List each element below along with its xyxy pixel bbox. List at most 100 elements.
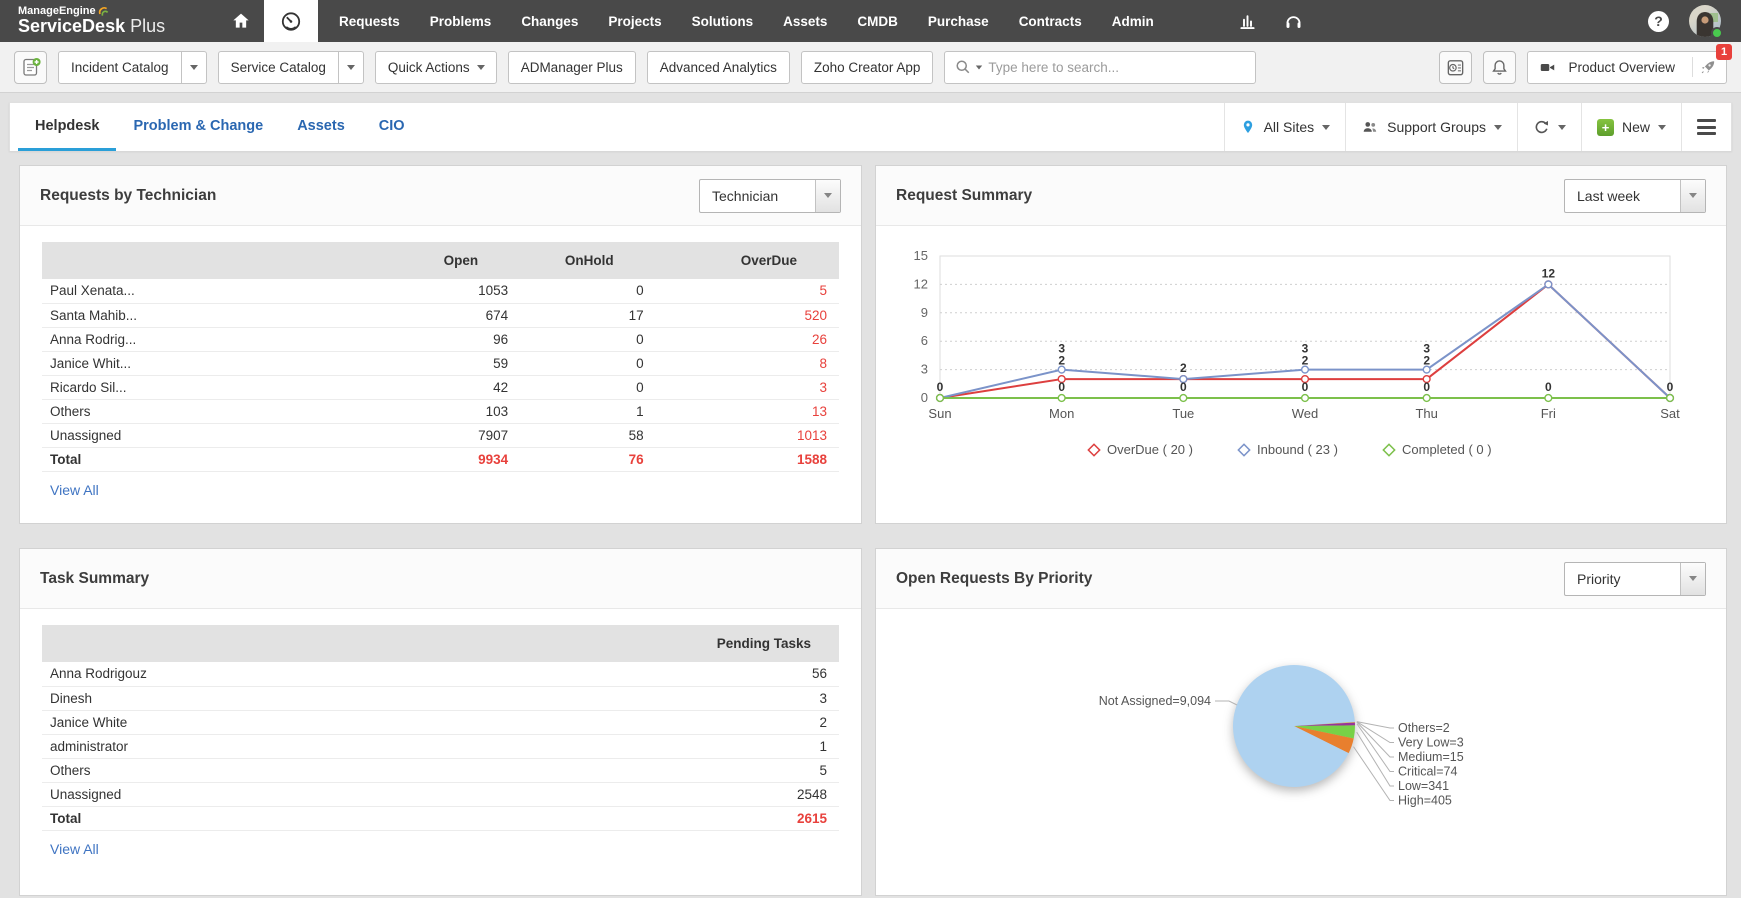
- people-group-icon: [1363, 122, 1377, 132]
- dashboard-menu-button[interactable]: [1681, 103, 1731, 151]
- nav-item-projects[interactable]: Projects: [608, 13, 662, 29]
- chevron-down-icon: [476, 64, 485, 70]
- all-sites-dropdown[interactable]: All Sites: [1223, 103, 1346, 151]
- requests-by-technician-table: Open OnHold OverDue Paul Xenata... 1053 0 5…: [42, 242, 839, 472]
- svg-text:3: 3: [1302, 342, 1309, 356]
- quick-actions-dropdown[interactable]: Quick Actions: [374, 50, 497, 84]
- pending-count: 1: [615, 734, 839, 759]
- search-scope-caret-icon[interactable]: [976, 65, 983, 69]
- svg-text:2: 2: [1423, 354, 1430, 368]
- nav-item-changes[interactable]: Changes: [521, 13, 579, 29]
- service-catalog-dropdown[interactable]: Service Catalog: [217, 50, 364, 84]
- overdue-count: 8: [655, 351, 839, 376]
- chevron-down-icon: [1689, 193, 1697, 198]
- nav-item-problems[interactable]: Problems: [429, 13, 492, 29]
- new-dropdown[interactable]: + New: [1580, 103, 1681, 151]
- technician-row: Ricardo Sil... 42 0 3: [42, 375, 839, 400]
- view-all-link[interactable]: View All: [50, 481, 99, 498]
- select-caret[interactable]: [815, 179, 840, 212]
- reports-nav-button[interactable]: [1225, 0, 1271, 42]
- priority-filter-select[interactable]: Priority: [1564, 561, 1706, 596]
- notifications-button[interactable]: [1483, 50, 1517, 84]
- nav-item-purchase[interactable]: Purchase: [927, 13, 989, 29]
- panel-title: Requests by Technician: [40, 186, 217, 204]
- nav-item-requests[interactable]: Requests: [339, 13, 400, 29]
- advanced-analytics-button[interactable]: Advanced Analytics: [646, 50, 790, 84]
- owner-name: administrator: [42, 734, 616, 759]
- dashboard-nav-button[interactable]: [264, 0, 318, 42]
- chevron-down-icon: [1689, 576, 1697, 581]
- refresh-icon: [1535, 120, 1548, 133]
- panel-header: Request Summary Last week: [876, 166, 1726, 226]
- help-button[interactable]: ?: [1648, 10, 1669, 32]
- open-total: 9934: [368, 447, 521, 472]
- add-request-button[interactable]: [14, 50, 47, 84]
- selected-filter-value: Technician: [712, 187, 779, 204]
- brand-product: ServiceDesk: [18, 16, 126, 36]
- search-input[interactable]: [986, 58, 1247, 76]
- technician-row: Paul Xenata... 1053 0 5: [42, 279, 839, 304]
- panel-body: Pending Tasks Anna Rodrigouz 56 Dinesh 3 Jan…: [20, 609, 861, 859]
- overdue-count: 5: [655, 279, 839, 304]
- chevron-down-icon: [1557, 124, 1566, 130]
- recent-items-button[interactable]: [1439, 50, 1473, 84]
- nav-item-cmdb[interactable]: CMDB: [857, 13, 898, 29]
- overview-badge: 1: [1716, 43, 1732, 60]
- new-label: New: [1621, 119, 1650, 135]
- svg-text:12: 12: [914, 276, 928, 291]
- global-search[interactable]: [944, 50, 1257, 84]
- service-catalog-caret[interactable]: [337, 51, 363, 83]
- technician-column-header: [42, 242, 369, 279]
- nav-item-admin[interactable]: Admin: [1111, 13, 1154, 29]
- technician-name: Anna Rodrig...: [42, 327, 369, 352]
- tab-problem-change[interactable]: Problem & Change: [133, 117, 264, 134]
- select-caret[interactable]: [1680, 562, 1705, 595]
- support-groups-dropdown[interactable]: Support Groups: [1345, 103, 1517, 151]
- tab-assets[interactable]: Assets: [297, 117, 345, 134]
- user-menu[interactable]: [1689, 5, 1723, 39]
- tab-cio[interactable]: CIO: [378, 117, 405, 134]
- rocket-icon[interactable]: [1698, 58, 1717, 77]
- chevron-down-icon: [824, 193, 832, 198]
- admanager-plus-button[interactable]: ADManager Plus: [507, 50, 636, 84]
- svg-text:Tue: Tue: [1172, 406, 1194, 421]
- technician-filter-select[interactable]: Technician: [699, 178, 841, 213]
- pending-count: 2: [615, 710, 839, 735]
- refresh-dropdown[interactable]: [1516, 103, 1581, 151]
- panel-body: Others=2 Very Low=3 Medium=15 Critical=74 Lo…: [876, 609, 1726, 895]
- zoho-creator-app-button[interactable]: Zoho Creator App: [800, 50, 934, 84]
- brand-suffix: Plus: [130, 16, 166, 36]
- home-nav-button[interactable]: [218, 0, 264, 42]
- view-all-link[interactable]: View All: [50, 840, 99, 857]
- onhold-column-header: OnHold: [520, 242, 656, 279]
- support-nav-button[interactable]: [1271, 0, 1317, 42]
- brand-logo[interactable]: ManageEngine ServiceDesk Plus: [0, 0, 218, 42]
- nav-item-solutions[interactable]: Solutions: [691, 13, 754, 29]
- secondary-toolbar: Incident Catalog Service Catalog Quick A…: [0, 42, 1741, 93]
- bar-chart-icon: [1240, 14, 1255, 29]
- nav-item-contracts[interactable]: Contracts: [1018, 13, 1082, 29]
- home-icon: [233, 13, 249, 28]
- svg-text:Sat: Sat: [1660, 406, 1680, 421]
- period-filter-select[interactable]: Last week: [1564, 178, 1706, 213]
- bell-icon: [1492, 59, 1508, 75]
- technician-name: Santa Mahib...: [42, 303, 369, 328]
- panel-header: Requests by Technician Technician: [20, 166, 861, 226]
- chevron-down-icon: [1658, 124, 1666, 130]
- svg-text:6: 6: [921, 333, 928, 348]
- svg-text:OverDue ( 20 ): OverDue ( 20 ): [1107, 442, 1193, 457]
- incident-catalog-dropdown[interactable]: Incident Catalog: [58, 50, 207, 84]
- select-caret[interactable]: [1680, 179, 1705, 212]
- nav-item-assets[interactable]: Assets: [783, 13, 828, 29]
- product-overview-button[interactable]: Product Overview 1: [1527, 43, 1732, 84]
- svg-text:Very Low=3: Very Low=3: [1398, 736, 1464, 750]
- zoho-creator-app-label: Zoho Creator App: [813, 59, 921, 75]
- video-camera-icon: [1541, 63, 1555, 71]
- svg-text:0: 0: [1423, 380, 1430, 394]
- svg-text:2: 2: [1180, 361, 1187, 375]
- tab-helpdesk[interactable]: Helpdesk: [18, 103, 117, 151]
- onhold-total: 76: [520, 447, 656, 472]
- svg-text:Mon: Mon: [1049, 406, 1074, 421]
- incident-catalog-caret[interactable]: [180, 51, 206, 83]
